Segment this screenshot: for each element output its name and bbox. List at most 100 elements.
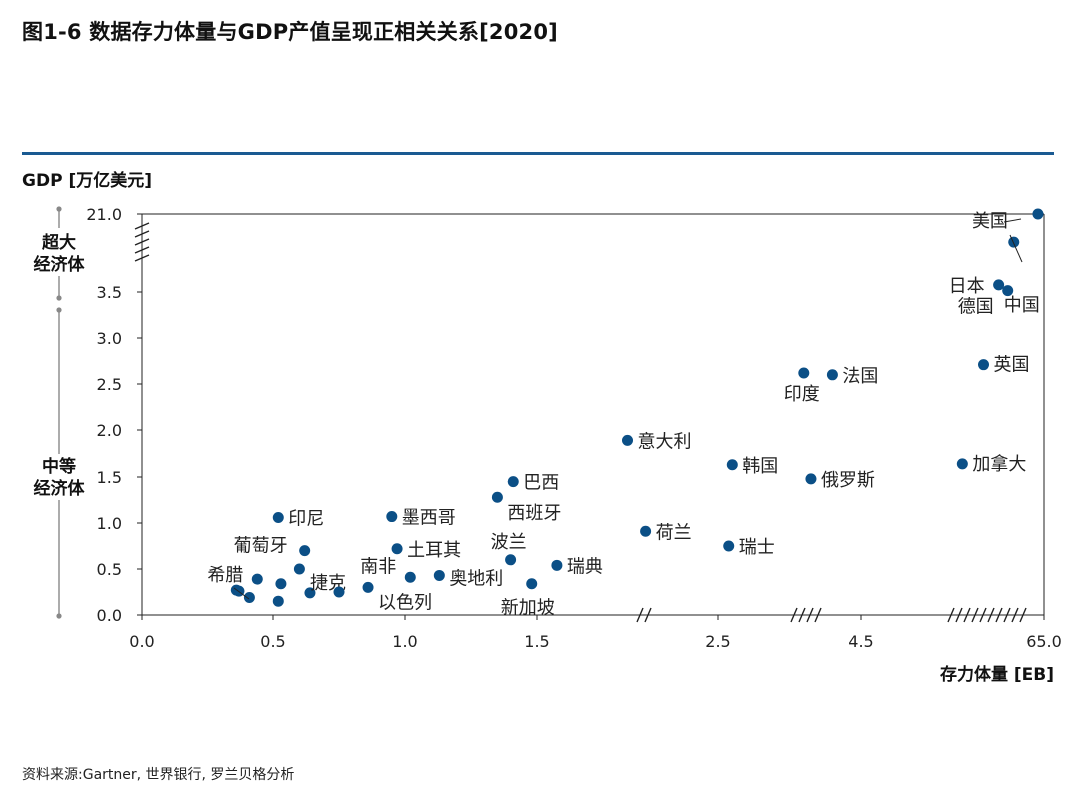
data-point-label: 印度 [784, 384, 820, 405]
source-note: 资料来源:Gartner, 世界银行, 罗兰贝格分析 [22, 767, 295, 783]
x-tick-label: 0.0 [129, 632, 154, 651]
band-bracket-dot [56, 295, 62, 301]
title-rule [22, 152, 1054, 155]
data-point [275, 578, 287, 590]
x-axis-break-mark [806, 607, 814, 623]
x-axis-break-mark [947, 607, 955, 623]
data-point-label: 西班牙 [507, 503, 561, 524]
x-axis-break-mark [814, 607, 822, 623]
x-axis-break-mark [995, 607, 1003, 623]
data-point-label: 俄罗斯 [821, 470, 875, 491]
data-point [304, 587, 316, 599]
data-point [826, 369, 838, 381]
data-point [805, 473, 817, 485]
data-point [798, 367, 810, 379]
leader-line-china [1009, 234, 1023, 263]
data-point-label: 荷兰 [656, 522, 692, 543]
data-point [723, 540, 735, 552]
data-point [1002, 285, 1014, 297]
data-point [362, 581, 374, 593]
data-point-label: 葡萄牙 [234, 536, 288, 557]
x-axis-break-mark [798, 607, 806, 623]
band-label-super-economy: 超大 经济体 [33, 233, 85, 275]
data-point [251, 573, 263, 585]
data-point-label: 新加坡 [501, 598, 555, 619]
data-point [526, 578, 538, 590]
data-point-label: 美国 [972, 211, 1008, 232]
data-point [551, 559, 563, 571]
data-point-label: 希腊 [207, 565, 243, 586]
x-axis-break-mark [987, 607, 995, 623]
data-point [293, 563, 305, 575]
data-point [333, 586, 345, 598]
leader-line-greece [233, 587, 250, 600]
data-point [640, 525, 652, 537]
band-bracket-dot [56, 307, 62, 313]
data-point-label: 中国 [1004, 295, 1040, 316]
data-point-label: 瑞典 [567, 556, 603, 577]
x-axis-break-mark [644, 607, 652, 623]
y-tick-label: 0.5 [97, 560, 122, 579]
chart-title: 图1-6 数据存力体量与GDP产值呈现正相关关系[2020] [22, 20, 558, 44]
band-bracket-dot [56, 206, 62, 212]
data-point [491, 491, 503, 503]
x-axis-break-mark [790, 607, 798, 623]
data-point [433, 569, 445, 581]
data-point-label: 印尼 [288, 508, 324, 529]
y-axis-break-mark [134, 222, 150, 230]
data-point-label: 波兰 [491, 532, 527, 553]
x-axis-break-mark [1003, 607, 1011, 623]
y-tick-label: 0.0 [97, 606, 122, 625]
data-point-label: 以色列 [378, 592, 432, 613]
y-axis-break-mark [134, 246, 150, 254]
data-point-label: 韩国 [742, 456, 778, 477]
data-point-label: 土耳其 [407, 540, 461, 561]
data-point [993, 279, 1005, 291]
data-point [404, 571, 416, 583]
data-point-label: 南非 [360, 556, 396, 577]
data-point-label: 日本 [949, 276, 985, 297]
data-point [507, 476, 519, 488]
data-point-label: 英国 [994, 355, 1030, 376]
y-tick-label: 1.0 [97, 514, 122, 533]
x-axis-break-mark [1011, 607, 1019, 623]
x-axis-break-mark [1019, 607, 1027, 623]
data-point [386, 511, 398, 523]
y-tick-label: 2.0 [97, 421, 122, 440]
data-point [391, 543, 403, 555]
band-bracket-dot [56, 613, 62, 619]
data-point-label: 墨西哥 [402, 508, 456, 529]
x-tick-label: 1.0 [392, 632, 417, 651]
data-point [622, 434, 633, 446]
y-tick-label: 3.0 [97, 329, 122, 348]
x-tick-label: 4.5 [848, 632, 873, 651]
x-tick-label: 65.0 [1026, 632, 1062, 651]
data-point-label: 奥地利 [449, 568, 503, 589]
y-tick-label: 21.0 [86, 205, 122, 224]
x-axis-break-mark [963, 607, 971, 623]
data-point [272, 511, 284, 523]
band-label-mid-economy: 中等 经济体 [33, 457, 85, 499]
y-tick-label: 1.5 [97, 468, 122, 487]
y-tick-label: 3.5 [97, 283, 122, 302]
x-axis-break-mark [979, 607, 987, 623]
x-axis-label: 存力体量 [EB] [939, 665, 1054, 685]
data-point [505, 554, 517, 566]
x-axis-break-mark [636, 607, 644, 623]
data-point-label: 意大利 [638, 431, 692, 452]
data-point [272, 595, 284, 607]
data-point-label: 法国 [842, 366, 878, 387]
data-point-label: 加拿大 [972, 453, 1026, 475]
data-point [1032, 208, 1044, 220]
y-axis-break-mark [134, 254, 150, 262]
leader-line-us [1003, 218, 1022, 223]
y-tick-label: 2.5 [97, 375, 122, 394]
y-axis-break-mark [134, 230, 150, 238]
x-axis-break-mark [971, 607, 979, 623]
y-axis-break-mark [134, 238, 150, 246]
data-point-label: 德国 [958, 297, 994, 318]
data-point [956, 458, 968, 470]
data-point [243, 592, 255, 604]
x-tick-label: 2.5 [705, 632, 730, 651]
